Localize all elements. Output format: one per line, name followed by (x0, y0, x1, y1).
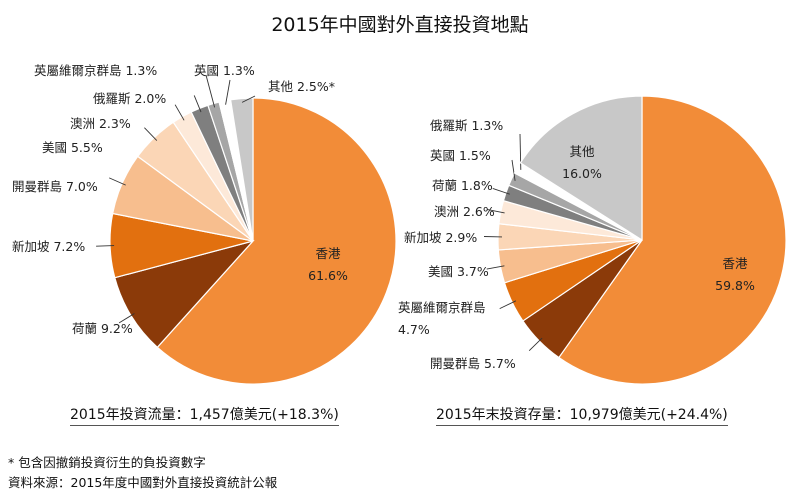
leader-line-0-8 (225, 79, 231, 105)
footnote: * 包含因撤銷投資衍生的負投資數字 (8, 455, 206, 470)
leader-line-1-8 (519, 133, 522, 170)
leader-line-0-1 (118, 313, 135, 324)
slice-label-1-4: 新加坡 2.9% (404, 230, 477, 245)
slice-label-0-5: 澳洲 2.3% (70, 116, 131, 131)
slice-label-0-9: 其他 2.5%* (268, 79, 335, 94)
slice-label-1-8: 俄羅斯 1.3% (430, 118, 503, 133)
leader-line-1-2 (499, 300, 517, 310)
leader-line-1-6 (492, 187, 510, 195)
leader-line-1-5 (486, 208, 505, 214)
leader-line-0-9 (241, 95, 256, 103)
slice-label-1-0: 香港 59.8% (715, 256, 755, 293)
slice-label-0-1: 荷蘭 9.2% (72, 321, 133, 336)
slice-label-1-2: 英屬維爾京群島 4.7% (398, 300, 486, 337)
leader-line-0-4 (144, 127, 158, 141)
pie-slice-0-9 (229, 97, 254, 242)
caption-investment-stock: 2015年末投資存量：10,979億美元(+24.4%) (436, 404, 728, 426)
pie-chart-investment-stock: 香港 59.8% 開曼群島 5.7% 英屬維爾京群島 4.7% 美國 3.7% 新加坡 2.… (398, 95, 787, 385)
slice-label-1-3: 美國 3.7% (428, 264, 489, 279)
leader-line-1-7 (511, 159, 516, 181)
slice-label-0-6: 俄羅斯 2.0% (93, 91, 166, 106)
source-note: 資料來源：2015年度中國對外直接投資統計公報 (8, 475, 278, 490)
leader-line-0-2 (96, 245, 115, 247)
chart-title: 2015年中國對外直接投資地點 (271, 14, 529, 36)
pie-slice-1-0 (557, 95, 787, 385)
pie-slice-1-9 (519, 95, 643, 242)
caption-investment-flow: 2015年投資流量：1,457億美元(+18.3%) (70, 404, 339, 426)
slice-label-0-0: 香港 61.6% (308, 246, 348, 283)
leader-line-0-3 (109, 177, 126, 186)
slice-label-0-2: 新加坡 7.2% (12, 239, 85, 254)
leader-line-0-7 (205, 74, 216, 108)
leader-line-1-3 (486, 265, 505, 270)
slice-label-0-8: 英國 1.3% (194, 63, 255, 78)
slice-label-0-3: 開曼群島 7.0% (12, 179, 98, 194)
leader-line-0-6 (193, 95, 202, 113)
slice-label-0-4: 美國 5.5% (42, 140, 103, 155)
leader-line-1-1 (528, 337, 543, 352)
slice-label-1-5: 澳洲 2.6% (434, 204, 495, 219)
pie-slice-0-0 (156, 97, 397, 385)
pie-chart-investment-flow: 香港 61.6% 荷蘭 9.2% 新加坡 7.2% 開曼群島 7.0% 美國 5.5% 澳洲… (12, 63, 397, 385)
slice-label-1-7: 英國 1.5% (430, 148, 491, 163)
slice-label-1-9: 其他 16.0% (562, 144, 602, 181)
slice-label-0-7: 英屬維爾京群島 1.3% (34, 63, 157, 78)
slice-label-1-1: 開曼群島 5.7% (430, 356, 516, 371)
slice-label-1-6: 荷蘭 1.8% (432, 178, 493, 193)
leader-line-0-5 (174, 104, 185, 121)
